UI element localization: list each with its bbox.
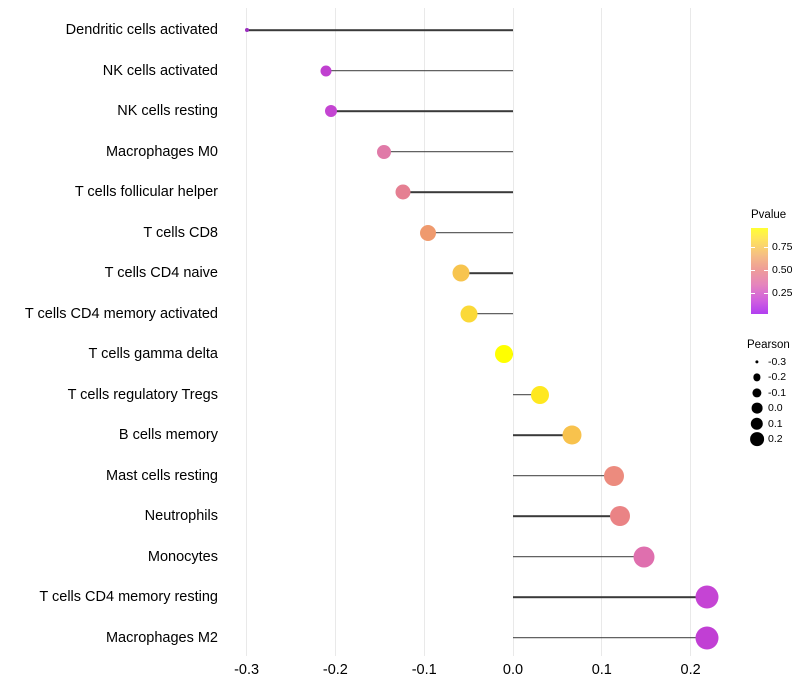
stem bbox=[468, 312, 513, 315]
x-axis-tick-label: -0.1 bbox=[411, 662, 437, 678]
gridline bbox=[512, 8, 514, 656]
stem bbox=[330, 110, 513, 112]
data-point bbox=[633, 546, 655, 568]
data-point bbox=[609, 506, 630, 527]
colorbar-tick-label: 0.25 bbox=[772, 287, 793, 300]
pearson-legend-label: -0.3 bbox=[768, 356, 787, 368]
stem bbox=[513, 393, 540, 396]
x-axis-tick-label: 0.1 bbox=[591, 662, 612, 678]
data-point bbox=[395, 184, 411, 200]
stem bbox=[246, 29, 513, 31]
y-axis-tick-label: T cells CD4 memory resting bbox=[39, 589, 218, 606]
colorbar-tick-mark bbox=[751, 270, 755, 272]
data-point bbox=[604, 465, 625, 486]
y-axis-tick-label: T cells CD4 naive bbox=[104, 265, 218, 282]
y-axis-tick-label: T cells regulatory Tregs bbox=[67, 386, 218, 403]
pearson-legend-label: -0.1 bbox=[768, 386, 787, 399]
pearson-legend-dot bbox=[750, 417, 764, 430]
y-axis-tick-label: Neutrophils bbox=[144, 508, 218, 525]
x-axis-tick-label: -0.3 bbox=[234, 662, 260, 678]
stem bbox=[460, 272, 513, 274]
y-axis-tick-label: T cells CD4 memory activated bbox=[24, 305, 218, 322]
y-axis-tick-label: Macrophages M2 bbox=[105, 629, 218, 646]
data-point bbox=[377, 144, 392, 159]
data-point bbox=[695, 585, 719, 609]
gridline bbox=[601, 8, 603, 656]
y-axis-tick-label: NK cells resting bbox=[117, 103, 218, 120]
data-point bbox=[452, 264, 470, 282]
colorbar-tick-mark bbox=[764, 246, 768, 248]
colorbar-tick-mark bbox=[764, 270, 768, 272]
pearson-legend-dot bbox=[752, 388, 762, 398]
pearson-legend-dot bbox=[751, 402, 763, 414]
y-axis-tick-label: Dendritic cells activated bbox=[65, 22, 218, 38]
colorbar-tick-label: 0.50 bbox=[772, 264, 793, 277]
gridline bbox=[246, 8, 248, 656]
data-point bbox=[495, 345, 514, 364]
pearson-legend-title: Pearson bbox=[747, 339, 790, 351]
stem bbox=[427, 231, 513, 234]
data-point bbox=[244, 28, 249, 32]
data-point bbox=[530, 385, 549, 404]
x-axis-tick-label: 0.0 bbox=[502, 662, 524, 678]
stem bbox=[325, 69, 513, 72]
gridline bbox=[334, 8, 336, 656]
stem bbox=[384, 150, 513, 153]
data-point bbox=[562, 425, 582, 445]
data-point bbox=[419, 224, 436, 241]
y-axis-tick-label: T cells gamma delta bbox=[88, 346, 218, 363]
colorbar-tick-mark bbox=[751, 246, 755, 248]
stem bbox=[513, 434, 572, 436]
pearson-legend-label: -0.2 bbox=[768, 371, 787, 384]
pearson-legend-dot bbox=[753, 373, 761, 381]
gridline bbox=[423, 8, 425, 656]
x-axis-tick-label: 0.2 bbox=[680, 662, 701, 678]
data-point bbox=[324, 105, 337, 118]
y-axis-tick-label: T cells follicular helper bbox=[74, 184, 218, 201]
y-axis-tick-label: T cells CD8 bbox=[143, 224, 218, 241]
stem bbox=[402, 191, 513, 193]
stem bbox=[513, 637, 708, 639]
pearson-legend-label: 0.2 bbox=[768, 433, 783, 445]
y-axis-tick-label: Macrophages M0 bbox=[105, 143, 218, 160]
colorbar-tick-mark bbox=[751, 293, 755, 295]
y-axis-tick-label: B cells memory bbox=[118, 427, 218, 444]
pvalue-colorbar bbox=[751, 228, 768, 314]
x-axis-tick-label: -0.2 bbox=[322, 662, 348, 678]
pvalue-legend-title: Pvalue bbox=[751, 209, 787, 221]
pearson-legend-label: 0.0 bbox=[768, 402, 783, 415]
stem bbox=[513, 555, 644, 558]
colorbar-tick-label: 0.75 bbox=[772, 240, 793, 253]
colorbar-tick-mark bbox=[764, 293, 768, 295]
data-point bbox=[460, 305, 478, 323]
pearson-legend-dot bbox=[755, 360, 759, 364]
pearson-legend-label: 0.1 bbox=[768, 417, 783, 430]
data-point bbox=[320, 65, 332, 77]
data-point bbox=[695, 626, 719, 650]
stem bbox=[513, 596, 707, 599]
stem bbox=[513, 515, 620, 518]
y-axis-tick-label: NK cells activated bbox=[102, 62, 218, 79]
pearson-legend-dot bbox=[750, 432, 764, 446]
gridline bbox=[690, 8, 692, 656]
y-axis-tick-label: Mast cells resting bbox=[105, 467, 218, 484]
y-axis-tick-label: Monocytes bbox=[147, 548, 218, 565]
stem bbox=[513, 474, 615, 477]
